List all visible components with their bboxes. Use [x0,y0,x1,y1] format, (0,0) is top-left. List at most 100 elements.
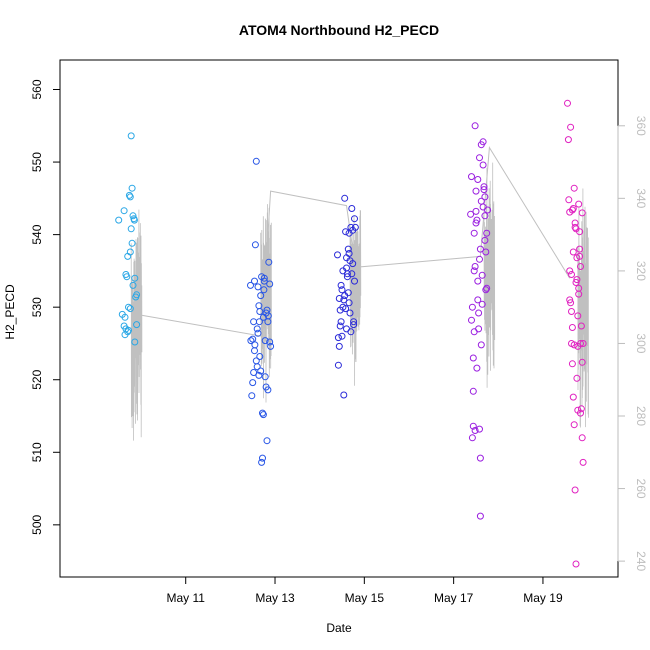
data-point [474,365,480,371]
data-point [349,206,355,212]
data-point [252,278,258,284]
x-axis: May 11 May 13 May 15 May 17 May 19 [166,577,562,605]
data-point [129,185,135,191]
data-point [576,201,582,207]
data-point [579,435,585,441]
data-point [573,561,579,567]
data-point [473,208,479,214]
data-point [579,210,585,216]
y-tick-label: 520 [30,369,44,389]
data-point [570,394,576,400]
x-tick-label: May 19 [523,591,563,605]
y-axis-right: 240 260 280 300 320 340 360 [618,116,648,572]
chart-title: ATOM4 Northbound H2_PECD [239,22,439,38]
x-tick-label: May 15 [345,591,385,605]
data-point [248,338,254,344]
y-tick-label: 540 [30,224,44,244]
data-point [565,100,571,106]
data-point [121,208,127,214]
data-point [252,242,258,248]
data-point [567,268,573,274]
data-point [469,435,475,441]
data-point [255,284,261,290]
plot-frame [60,60,618,577]
data-point [335,335,341,341]
trend-cluster [261,204,272,402]
data-point [480,162,486,168]
trend-cluster [131,210,142,441]
x-axis-label: Date [326,621,352,635]
y-axis-left: 500 510 520 530 540 550 560 [30,79,60,535]
data-point [565,137,571,143]
data-point [344,326,350,332]
data-point [477,455,483,461]
data-point [129,240,135,246]
data-point [570,249,576,255]
right-tick-label: 320 [634,261,648,281]
data-point [336,343,342,349]
right-tick-label: 340 [634,188,648,208]
data-point [475,177,481,183]
data-point [471,329,477,335]
right-tick-label: 260 [634,479,648,499]
data-point [569,309,575,315]
data-point [252,348,258,354]
data-point [477,256,483,262]
data-point [352,216,358,222]
data-point [475,278,481,284]
y-tick-label: 560 [30,79,44,99]
data-point [250,380,256,386]
data-point [469,304,475,310]
y-tick-label: 530 [30,297,44,317]
data-point [260,455,266,461]
data-point [574,375,580,381]
x-tick-label: May 11 [166,591,205,605]
data-point [339,333,345,339]
data-point [476,326,482,332]
right-tick-label: 360 [634,116,648,136]
data-point [249,393,255,399]
y-tick-label: 510 [30,442,44,462]
data-point [335,252,341,258]
data-point [473,188,479,194]
data-point [337,323,343,329]
data-point [470,388,476,394]
y-axis-label: H2_PECD [3,284,17,340]
data-point [341,392,347,398]
data-point [472,123,478,129]
data-point [478,342,484,348]
data-point [251,319,257,325]
data-point [339,287,345,293]
data-point [475,297,481,303]
y-tick-label: 550 [30,152,44,172]
data-point [342,195,348,201]
data-point [566,197,572,203]
data-point [335,362,341,368]
data-point [571,185,577,191]
data-point [469,174,475,180]
trend-cluster [350,210,361,386]
right-tick-label: 280 [634,406,648,426]
data-point [128,226,134,232]
data-point [569,272,575,278]
data-point [568,124,574,130]
data-point [116,217,122,223]
data-point [580,459,586,465]
data-point [253,158,259,164]
data-point [471,230,477,236]
data-point [264,438,270,444]
data-point [477,155,483,161]
data-point [571,422,577,428]
data-point [128,133,134,139]
trend-cluster [578,189,589,428]
x-tick-label: May 13 [255,591,295,605]
data-point [469,317,475,323]
data-point [569,361,575,367]
y-tick-label: 500 [30,515,44,535]
data-point [480,204,486,210]
data-point [470,355,476,361]
data-point [476,310,482,316]
data-point [250,336,256,342]
data-point [126,304,132,310]
